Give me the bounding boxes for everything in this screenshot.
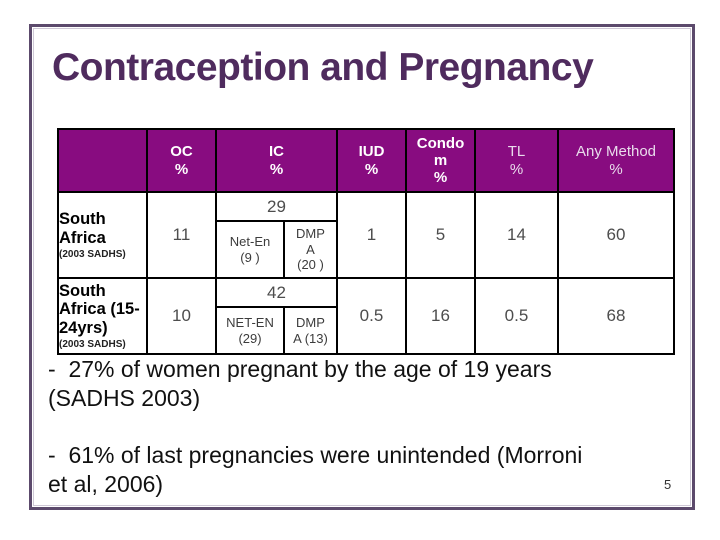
cell-condom-row1: 5 [405,191,476,279]
cell-any-method-row2: 68 [557,277,675,355]
table-subrow-south-africa-youth: NET-EN (29) DMP A (13) [58,306,674,355]
bullet-line: - 27% of women pregnant by the age of 19… [48,356,552,382]
header-condom: Condo m % [405,128,476,193]
header-any-method: Any Method % [557,128,675,193]
page-number: 5 [664,477,672,492]
row-source-text: (2003 SADHS) [59,248,126,260]
header-ic: IC % [215,128,338,193]
cell-tl-row1: 14 [474,191,559,279]
cell-ic-total-row1: 29 [215,191,338,222]
bullet-line: (SADHS 2003) [48,385,201,411]
table-header-row: OC % IC % IUD % Condo m % TL % Any Metho… [57,128,675,193]
slide-frame [29,24,695,510]
cell-netlen-row2: NET-EN (29) [215,306,285,355]
cell-ic-total-row2: 42 [215,277,338,308]
cell-netlen-row1: Net-En (9 ) [215,220,285,279]
row-source-text: (2003 SADHS) [59,339,126,351]
cell-any-method-row1: 60 [557,191,675,279]
row-label-south-africa: South Africa (2003 SADHS) [57,191,148,279]
header-iud: IUD % [336,128,407,193]
table-row-south-africa: South Africa (2003 SADHS) 11 29 1 5 14 6… [57,191,675,279]
cell-iud-row1: 1 [336,191,407,279]
cell-oc-row1: 11 [146,191,217,279]
bullet-line: - 61% of last pregnancies were unintende… [48,442,583,468]
slide-frame-inner-line [33,28,691,506]
bullet-pregnant-by-19: - 27% of women pregnant by the age of 19… [48,355,552,413]
cell-dmpa-row2: DMP A (13) [283,306,338,355]
cell-oc-row2: 10 [146,277,217,355]
table-subrow-south-africa: Net-En (9 ) DMP A (20 ) [58,220,674,279]
slide-title: Contraception and Pregnancy [52,46,594,89]
row-label-text: South Africa (15- 24yrs) [59,281,140,337]
cell-tl-row2: 0.5 [474,277,559,355]
row-label-text: South Africa [59,210,106,247]
header-empty-cell [57,128,148,193]
table-row-south-africa-youth: South Africa (15- 24yrs) (2003 SADHS) 10… [57,277,675,355]
contraception-table: OC % IC % IUD % Condo m % TL % Any Metho… [57,128,675,355]
cell-condom-row2: 16 [405,277,476,355]
row-label-south-africa-youth: South Africa (15- 24yrs) (2003 SADHS) [57,277,148,355]
cell-iud-row2: 0.5 [336,277,407,355]
header-oc: OC % [146,128,217,193]
table-container: OC % IC % IUD % Condo m % TL % Any Metho… [57,128,675,355]
cell-dmpa-row1: DMP A (20 ) [283,220,338,279]
header-tl: TL % [474,128,559,193]
bullet-line: et al, 2006) [48,471,164,497]
bullet-unintended-pregnancies: - 61% of last pregnancies were unintende… [48,441,582,499]
